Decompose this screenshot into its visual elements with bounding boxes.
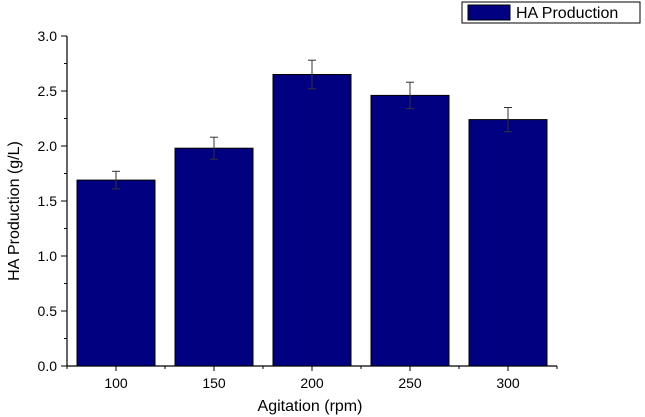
legend: HA Production	[461, 1, 641, 24]
x-tick-label: 100	[104, 375, 128, 391]
legend-label: HA Production	[516, 5, 618, 22]
y-tick-label: 0.0	[38, 358, 58, 374]
y-axis: 0.0 0.5 1.0 1.5 2.0 2.5 3.0	[38, 28, 67, 374]
x-tick-label: 300	[496, 375, 520, 391]
bar	[468, 119, 548, 367]
x-tick-label: 200	[300, 375, 324, 391]
bar	[76, 179, 156, 367]
bar	[370, 94, 450, 367]
bar-series	[76, 74, 548, 367]
y-tick-label: 1.0	[38, 248, 58, 264]
y-tick-label: 2.5	[38, 83, 58, 99]
y-tick-label: 2.0	[38, 138, 58, 154]
y-tick-label: 1.5	[38, 193, 58, 209]
x-axis: 100 150 200 250 300	[66, 366, 558, 391]
y-axis-label: HA Production (g/L)	[6, 141, 23, 281]
bar	[272, 74, 352, 367]
legend-swatch	[467, 4, 511, 21]
y-tick-label: 0.5	[38, 303, 58, 319]
error-bar-group	[112, 59, 512, 190]
bar	[174, 147, 254, 367]
x-tick-label: 150	[202, 375, 226, 391]
y-tick-label: 3.0	[38, 28, 58, 44]
x-axis-label: Agitation (rpm)	[258, 398, 363, 415]
x-tick-label: 250	[398, 375, 422, 391]
